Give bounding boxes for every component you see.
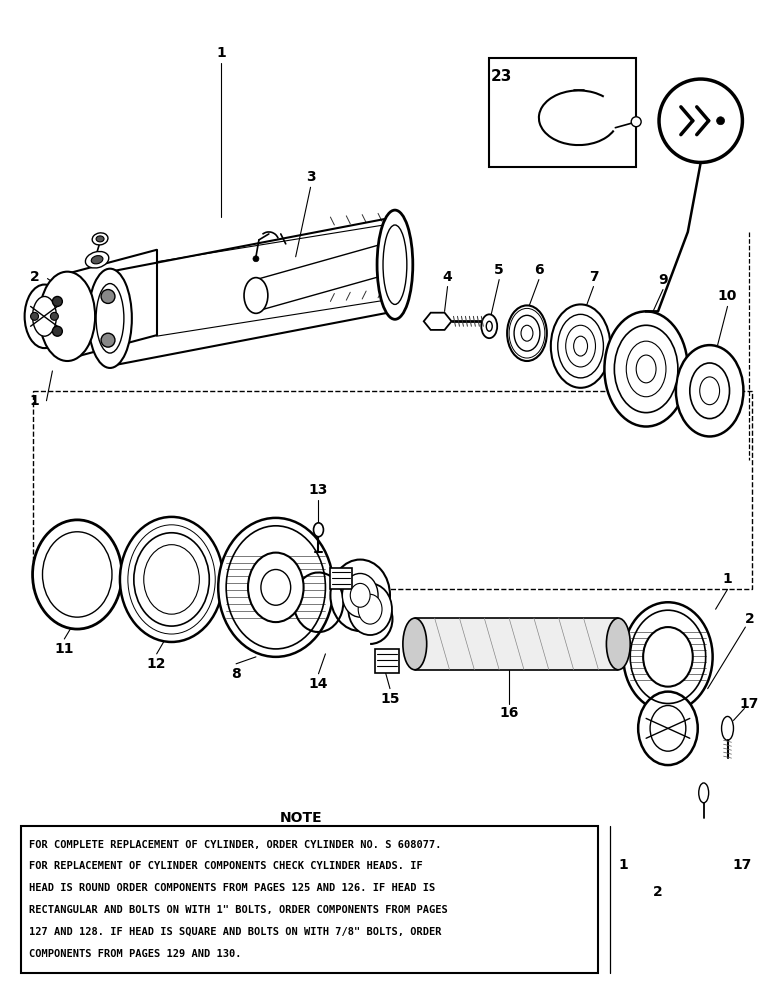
Bar (489, 58, 636, 167)
Ellipse shape (88, 269, 132, 368)
Text: 1: 1 (29, 394, 39, 408)
Ellipse shape (92, 233, 108, 245)
Ellipse shape (676, 345, 743, 436)
Text: RECTANGULAR AND BOLTS ON WITH 1" BOLTS, ORDER COMPONENTS FROM PAGES: RECTANGULAR AND BOLTS ON WITH 1" BOLTS, … (29, 905, 447, 915)
Ellipse shape (32, 296, 56, 336)
Ellipse shape (96, 284, 124, 353)
Text: NOTE: NOTE (279, 811, 322, 825)
Text: 1: 1 (618, 858, 628, 872)
Text: FOR COMPLETE REPLACEMENT OF CYLINDER, ORDER CYLINDER NO. S 608077.: FOR COMPLETE REPLACEMENT OF CYLINDER, OR… (29, 840, 441, 850)
Ellipse shape (659, 79, 743, 162)
Text: HEAD IS ROUND ORDER COMPONENTS FROM PAGES 125 AND 126. IF HEAD IS: HEAD IS ROUND ORDER COMPONENTS FROM PAGE… (29, 883, 435, 893)
Bar (330, 568, 352, 589)
Text: 2: 2 (653, 885, 663, 899)
Ellipse shape (699, 377, 720, 405)
Bar (415, 618, 618, 670)
Ellipse shape (330, 560, 390, 631)
Ellipse shape (31, 312, 39, 320)
Ellipse shape (403, 618, 427, 670)
Polygon shape (424, 313, 452, 330)
Text: 4: 4 (442, 270, 452, 284)
Ellipse shape (218, 518, 334, 657)
Bar (375, 649, 399, 673)
Ellipse shape (481, 314, 497, 338)
Ellipse shape (348, 583, 392, 635)
Ellipse shape (39, 272, 95, 361)
Text: 14: 14 (309, 677, 328, 691)
Ellipse shape (606, 618, 630, 670)
Ellipse shape (636, 355, 656, 383)
Ellipse shape (377, 210, 413, 319)
Ellipse shape (120, 517, 223, 642)
Ellipse shape (521, 325, 533, 341)
Text: 15: 15 (381, 692, 400, 706)
Text: 12: 12 (147, 657, 167, 671)
Text: 6: 6 (534, 263, 543, 277)
Ellipse shape (261, 569, 291, 605)
Text: 5: 5 (494, 263, 504, 277)
Ellipse shape (313, 523, 323, 537)
Text: 17: 17 (733, 858, 752, 872)
Ellipse shape (350, 583, 370, 607)
Ellipse shape (699, 783, 709, 803)
Ellipse shape (631, 117, 642, 127)
Ellipse shape (722, 716, 733, 740)
Ellipse shape (486, 321, 493, 331)
Text: 17: 17 (740, 697, 759, 711)
Text: 16: 16 (499, 706, 519, 720)
Ellipse shape (86, 251, 109, 268)
Text: 1: 1 (216, 46, 226, 60)
Text: 127 AND 128. IF HEAD IS SQUARE AND BOLTS ON WITH 7/8" BOLTS, ORDER: 127 AND 128. IF HEAD IS SQUARE AND BOLTS… (29, 927, 441, 937)
Ellipse shape (91, 256, 103, 264)
Text: FOR REPLACEMENT OF CYLINDER COMPONENTS CHECK CYLINDER HEADS. IF: FOR REPLACEMENT OF CYLINDER COMPONENTS C… (29, 861, 422, 871)
Ellipse shape (134, 533, 209, 626)
Ellipse shape (690, 363, 730, 419)
Text: 1: 1 (723, 572, 733, 586)
Ellipse shape (507, 305, 547, 361)
Ellipse shape (52, 326, 63, 336)
Ellipse shape (101, 333, 115, 347)
Ellipse shape (557, 314, 604, 378)
Text: 7: 7 (589, 270, 598, 284)
Ellipse shape (96, 236, 104, 242)
Ellipse shape (25, 285, 64, 348)
Ellipse shape (144, 545, 199, 614)
Ellipse shape (566, 325, 595, 367)
Text: 3: 3 (306, 170, 315, 184)
Ellipse shape (253, 256, 259, 262)
Ellipse shape (638, 692, 698, 765)
Ellipse shape (101, 290, 115, 303)
Text: 23: 23 (490, 69, 512, 84)
Bar (21, 826, 598, 973)
Ellipse shape (550, 304, 611, 388)
Text: 13: 13 (309, 483, 328, 497)
Text: COMPONENTS FROM PAGES 129 AND 130.: COMPONENTS FROM PAGES 129 AND 130. (29, 949, 241, 959)
Ellipse shape (626, 341, 666, 397)
Ellipse shape (342, 573, 378, 617)
Text: 8: 8 (231, 667, 241, 681)
Text: 2: 2 (29, 270, 39, 284)
Ellipse shape (358, 594, 382, 624)
Ellipse shape (650, 706, 686, 751)
Ellipse shape (42, 532, 112, 617)
Ellipse shape (50, 312, 59, 320)
Ellipse shape (643, 627, 692, 687)
Ellipse shape (514, 315, 540, 351)
Text: 9: 9 (659, 273, 668, 287)
Ellipse shape (623, 602, 713, 711)
Ellipse shape (32, 520, 122, 629)
Text: 10: 10 (718, 289, 737, 303)
Text: 11: 11 (55, 642, 74, 656)
Ellipse shape (248, 553, 303, 622)
Ellipse shape (574, 336, 587, 356)
Ellipse shape (604, 311, 688, 427)
Ellipse shape (716, 117, 725, 125)
Ellipse shape (244, 278, 268, 313)
Ellipse shape (615, 325, 678, 413)
Text: 2: 2 (744, 612, 754, 626)
Ellipse shape (383, 225, 407, 304)
Ellipse shape (52, 296, 63, 306)
